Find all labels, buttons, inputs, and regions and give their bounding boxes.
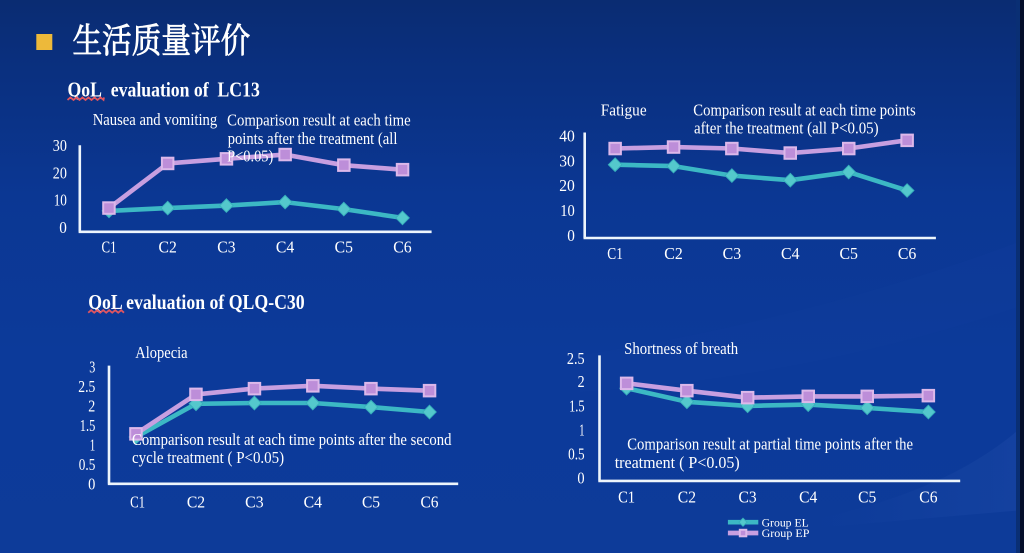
svg-text:C3: C3 xyxy=(245,493,264,512)
svg-text:Group EP: Group EP xyxy=(762,526,810,540)
svg-text:C2: C2 xyxy=(678,488,696,507)
svg-text:30: 30 xyxy=(559,151,575,170)
svg-text:treatment ( P<0.05): treatment ( P<0.05) xyxy=(615,453,740,472)
svg-text:Comparison result at each time: Comparison result at each time xyxy=(227,110,411,129)
svg-text:C2: C2 xyxy=(159,238,177,257)
svg-text:Fatigue: Fatigue xyxy=(601,101,647,120)
svg-text:C5: C5 xyxy=(335,238,353,257)
svg-text:C1: C1 xyxy=(618,488,635,507)
svg-text:C1: C1 xyxy=(102,238,117,257)
svg-text:C3: C3 xyxy=(217,238,235,257)
svg-text:Alopecia: Alopecia xyxy=(135,343,188,362)
svg-text:Comparison result at partial t: Comparison result at partial time points… xyxy=(627,434,913,453)
svg-text:C4: C4 xyxy=(781,244,800,263)
svg-text:after the treatment (all P<0.0: after the treatment (all P<0.05) xyxy=(694,119,879,138)
svg-text:QoL evaluation of QLQ-C30: QoL evaluation of QLQ-C30 xyxy=(88,290,305,314)
svg-text:cycle treatment ( P<0.05): cycle treatment ( P<0.05) xyxy=(132,448,284,467)
svg-text:C5: C5 xyxy=(362,493,380,512)
svg-text:C2: C2 xyxy=(664,244,683,263)
svg-text:2.5: 2.5 xyxy=(567,349,585,368)
svg-text:C3: C3 xyxy=(723,244,742,263)
svg-text:Nausea and vomiting: Nausea and vomiting xyxy=(93,110,218,129)
svg-text:2.5: 2.5 xyxy=(78,377,95,396)
svg-text:10: 10 xyxy=(54,191,67,210)
svg-text:C6: C6 xyxy=(919,488,937,507)
svg-text:C6: C6 xyxy=(898,244,917,263)
svg-text:2: 2 xyxy=(578,372,585,391)
svg-text:0: 0 xyxy=(59,218,67,237)
svg-text:Shortness of breath: Shortness of breath xyxy=(624,339,739,358)
svg-text:C4: C4 xyxy=(304,493,323,512)
svg-text:Group EL: Group EL xyxy=(762,515,809,529)
svg-text:0: 0 xyxy=(577,468,584,487)
svg-text:points after the treatment (al: points after the treatment (all xyxy=(228,129,398,148)
svg-text:1: 1 xyxy=(90,435,96,454)
svg-text:P<0.05): P<0.05) xyxy=(227,146,273,165)
svg-text:2: 2 xyxy=(88,396,95,415)
svg-text:1: 1 xyxy=(579,420,585,439)
svg-text:0: 0 xyxy=(88,474,95,493)
svg-text:1.5: 1.5 xyxy=(80,416,96,435)
svg-text:C5: C5 xyxy=(839,244,858,263)
svg-text:20: 20 xyxy=(559,176,575,195)
svg-text:C2: C2 xyxy=(187,493,205,512)
svg-text:C6: C6 xyxy=(421,493,439,512)
svg-text:C1: C1 xyxy=(607,244,623,263)
svg-text:C6: C6 xyxy=(393,238,411,257)
svg-text:20: 20 xyxy=(53,163,67,182)
svg-text:C5: C5 xyxy=(858,488,876,507)
svg-text:40: 40 xyxy=(559,127,575,146)
svg-text:10: 10 xyxy=(560,201,575,220)
svg-text:0: 0 xyxy=(567,226,575,245)
svg-text:C1: C1 xyxy=(130,493,145,512)
svg-text:C4: C4 xyxy=(799,488,818,507)
svg-text:C3: C3 xyxy=(739,488,757,507)
svg-text:3: 3 xyxy=(89,357,95,376)
svg-text:0.5: 0.5 xyxy=(79,455,96,474)
svg-text:C4: C4 xyxy=(276,238,295,257)
svg-text:0.5: 0.5 xyxy=(568,445,585,464)
svg-text:1.5: 1.5 xyxy=(569,397,585,416)
svg-text:Comparison result at each time: Comparison result at each time points af… xyxy=(132,430,452,449)
svg-text:Comparison result at each time: Comparison result at each time points xyxy=(693,100,915,119)
svg-text:30: 30 xyxy=(53,136,67,155)
